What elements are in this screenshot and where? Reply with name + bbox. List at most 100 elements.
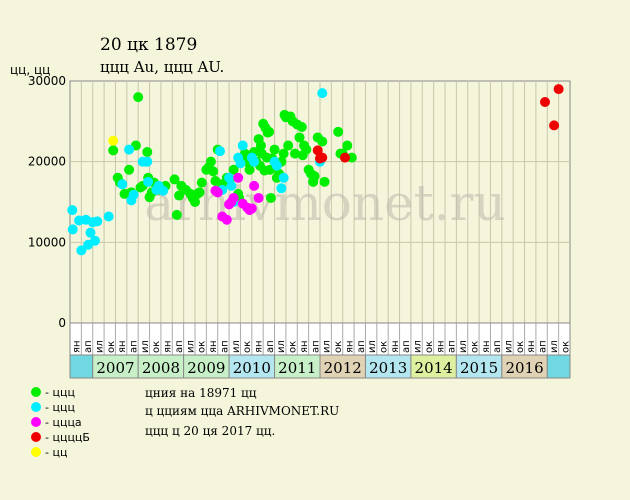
data-point-green	[174, 190, 185, 201]
chart-title: 20 цк 1879	[100, 35, 197, 55]
quarter-label: ок	[242, 341, 253, 353]
y-tick-label: 30000	[28, 74, 66, 88]
quarter-label: ил	[185, 340, 196, 353]
legend-marker-green	[31, 387, 41, 397]
y-tick-label: 10000	[28, 235, 66, 249]
legend: - ццц - ццц - ццца - ццццБ - цц	[31, 386, 90, 459]
year-label: 2014	[415, 359, 453, 377]
data-point-cyan	[276, 183, 287, 194]
quarter-label: ок	[515, 341, 526, 353]
data-point-cyan	[237, 140, 248, 151]
quarter-label: ян	[435, 340, 446, 353]
data-point-cyan	[117, 179, 128, 190]
note-line: ццц ц 20 ця 2017 цц.	[145, 424, 275, 438]
quarter-label: ил	[504, 340, 515, 353]
data-point-cyan	[235, 158, 246, 169]
quarter-label: ок	[106, 341, 117, 353]
data-point-green	[319, 176, 330, 187]
year-label: 2007	[96, 359, 134, 377]
data-point-red	[340, 152, 350, 163]
data-point-green	[205, 156, 216, 167]
data-point-red	[540, 96, 550, 107]
data-point-magenta	[212, 187, 223, 198]
data-point-cyan	[142, 156, 153, 167]
data-point-green	[342, 140, 353, 151]
data-point-green	[317, 136, 328, 147]
data-point-red	[317, 152, 328, 163]
chart-subtitle: ццц Au, ццц AU.	[100, 58, 224, 76]
quarter-label: ок	[379, 341, 390, 353]
data-point-green	[290, 148, 300, 159]
data-point-red	[312, 145, 323, 156]
data-point-green	[278, 148, 289, 159]
data-point-green	[169, 174, 180, 185]
quarter-label: ян	[526, 340, 537, 353]
quarter-label: ап	[538, 340, 549, 353]
quarter-label: ил	[549, 340, 560, 353]
note-line: цния на 18971 цц	[145, 386, 257, 400]
data-point-green	[244, 164, 255, 175]
quarter-label: ян	[481, 340, 492, 353]
quarter-label: ап	[174, 340, 185, 353]
year-label: 2013	[369, 359, 407, 377]
data-point-cyan	[143, 176, 154, 187]
quarter-label: ап	[219, 340, 230, 353]
y-tick-label: 0	[58, 316, 66, 330]
legend-marker-yellow	[31, 447, 41, 457]
quarter-label: ок	[151, 341, 162, 353]
quarter-label: ок	[288, 341, 299, 353]
data-point-cyan	[67, 224, 78, 235]
legend-label: - ццц	[45, 386, 75, 399]
data-point-green	[296, 121, 307, 132]
data-point-magenta	[246, 203, 257, 214]
quarter-label: ил	[94, 340, 105, 353]
quarter-label: ян	[117, 340, 128, 353]
data-point-red	[549, 120, 560, 131]
data-point-cyan	[124, 144, 135, 155]
data-point-magenta	[253, 192, 264, 203]
data-point-green	[333, 126, 344, 137]
year-label: 2012	[324, 359, 362, 377]
time-axis: ян ап ил ок ян ап ил ок ян ап ил ок ян ап ил ок ян ап ил ок…	[69, 322, 571, 379]
quarter-label: ян	[208, 340, 219, 353]
quarter-label: ап	[129, 340, 140, 353]
quarter-label: ок	[560, 341, 571, 353]
legend-marker-cyan	[31, 402, 41, 412]
data-point-green	[194, 187, 205, 198]
quarter-label: ап	[401, 340, 412, 353]
data-point-cyan	[226, 180, 237, 191]
quarter-label: ап	[492, 340, 503, 353]
data-point-cyan	[103, 211, 114, 222]
legend-marker-magenta	[31, 417, 41, 427]
data-point-magenta	[228, 192, 239, 203]
data-point-magenta	[221, 214, 232, 225]
data-point-green	[208, 166, 219, 177]
data-point-green	[261, 152, 272, 163]
quarter-label: ян	[163, 340, 174, 353]
data-point-cyan	[67, 205, 78, 216]
quarter-label: ил	[276, 340, 287, 353]
data-point-green	[228, 164, 239, 175]
legend-label: - ццц	[45, 401, 75, 414]
quarter-label: ок	[469, 341, 480, 353]
data-point-green	[142, 146, 153, 157]
legend-marker-red	[31, 432, 41, 442]
data-point-cyan	[249, 156, 260, 167]
data-point-green	[294, 132, 305, 143]
quarter-label: ил	[140, 340, 151, 353]
quarter-label: ап	[310, 340, 321, 353]
data-point-cyan	[224, 172, 235, 183]
data-point-cyan	[90, 235, 100, 246]
y-tick-label: 20000	[28, 155, 66, 169]
quarter-label: ян	[72, 340, 83, 353]
data-point-cyan	[128, 189, 139, 200]
data-point-green	[190, 197, 200, 207]
legend-label: - ццца	[45, 416, 82, 429]
year-label: 2009	[187, 359, 225, 377]
data-point-cyan	[215, 146, 225, 157]
data-point-magenta	[233, 172, 244, 183]
quarter-label: ян	[344, 340, 355, 353]
data-point-red	[553, 84, 564, 95]
quarter-label: ап	[356, 340, 367, 353]
data-point-cyan	[76, 245, 87, 256]
